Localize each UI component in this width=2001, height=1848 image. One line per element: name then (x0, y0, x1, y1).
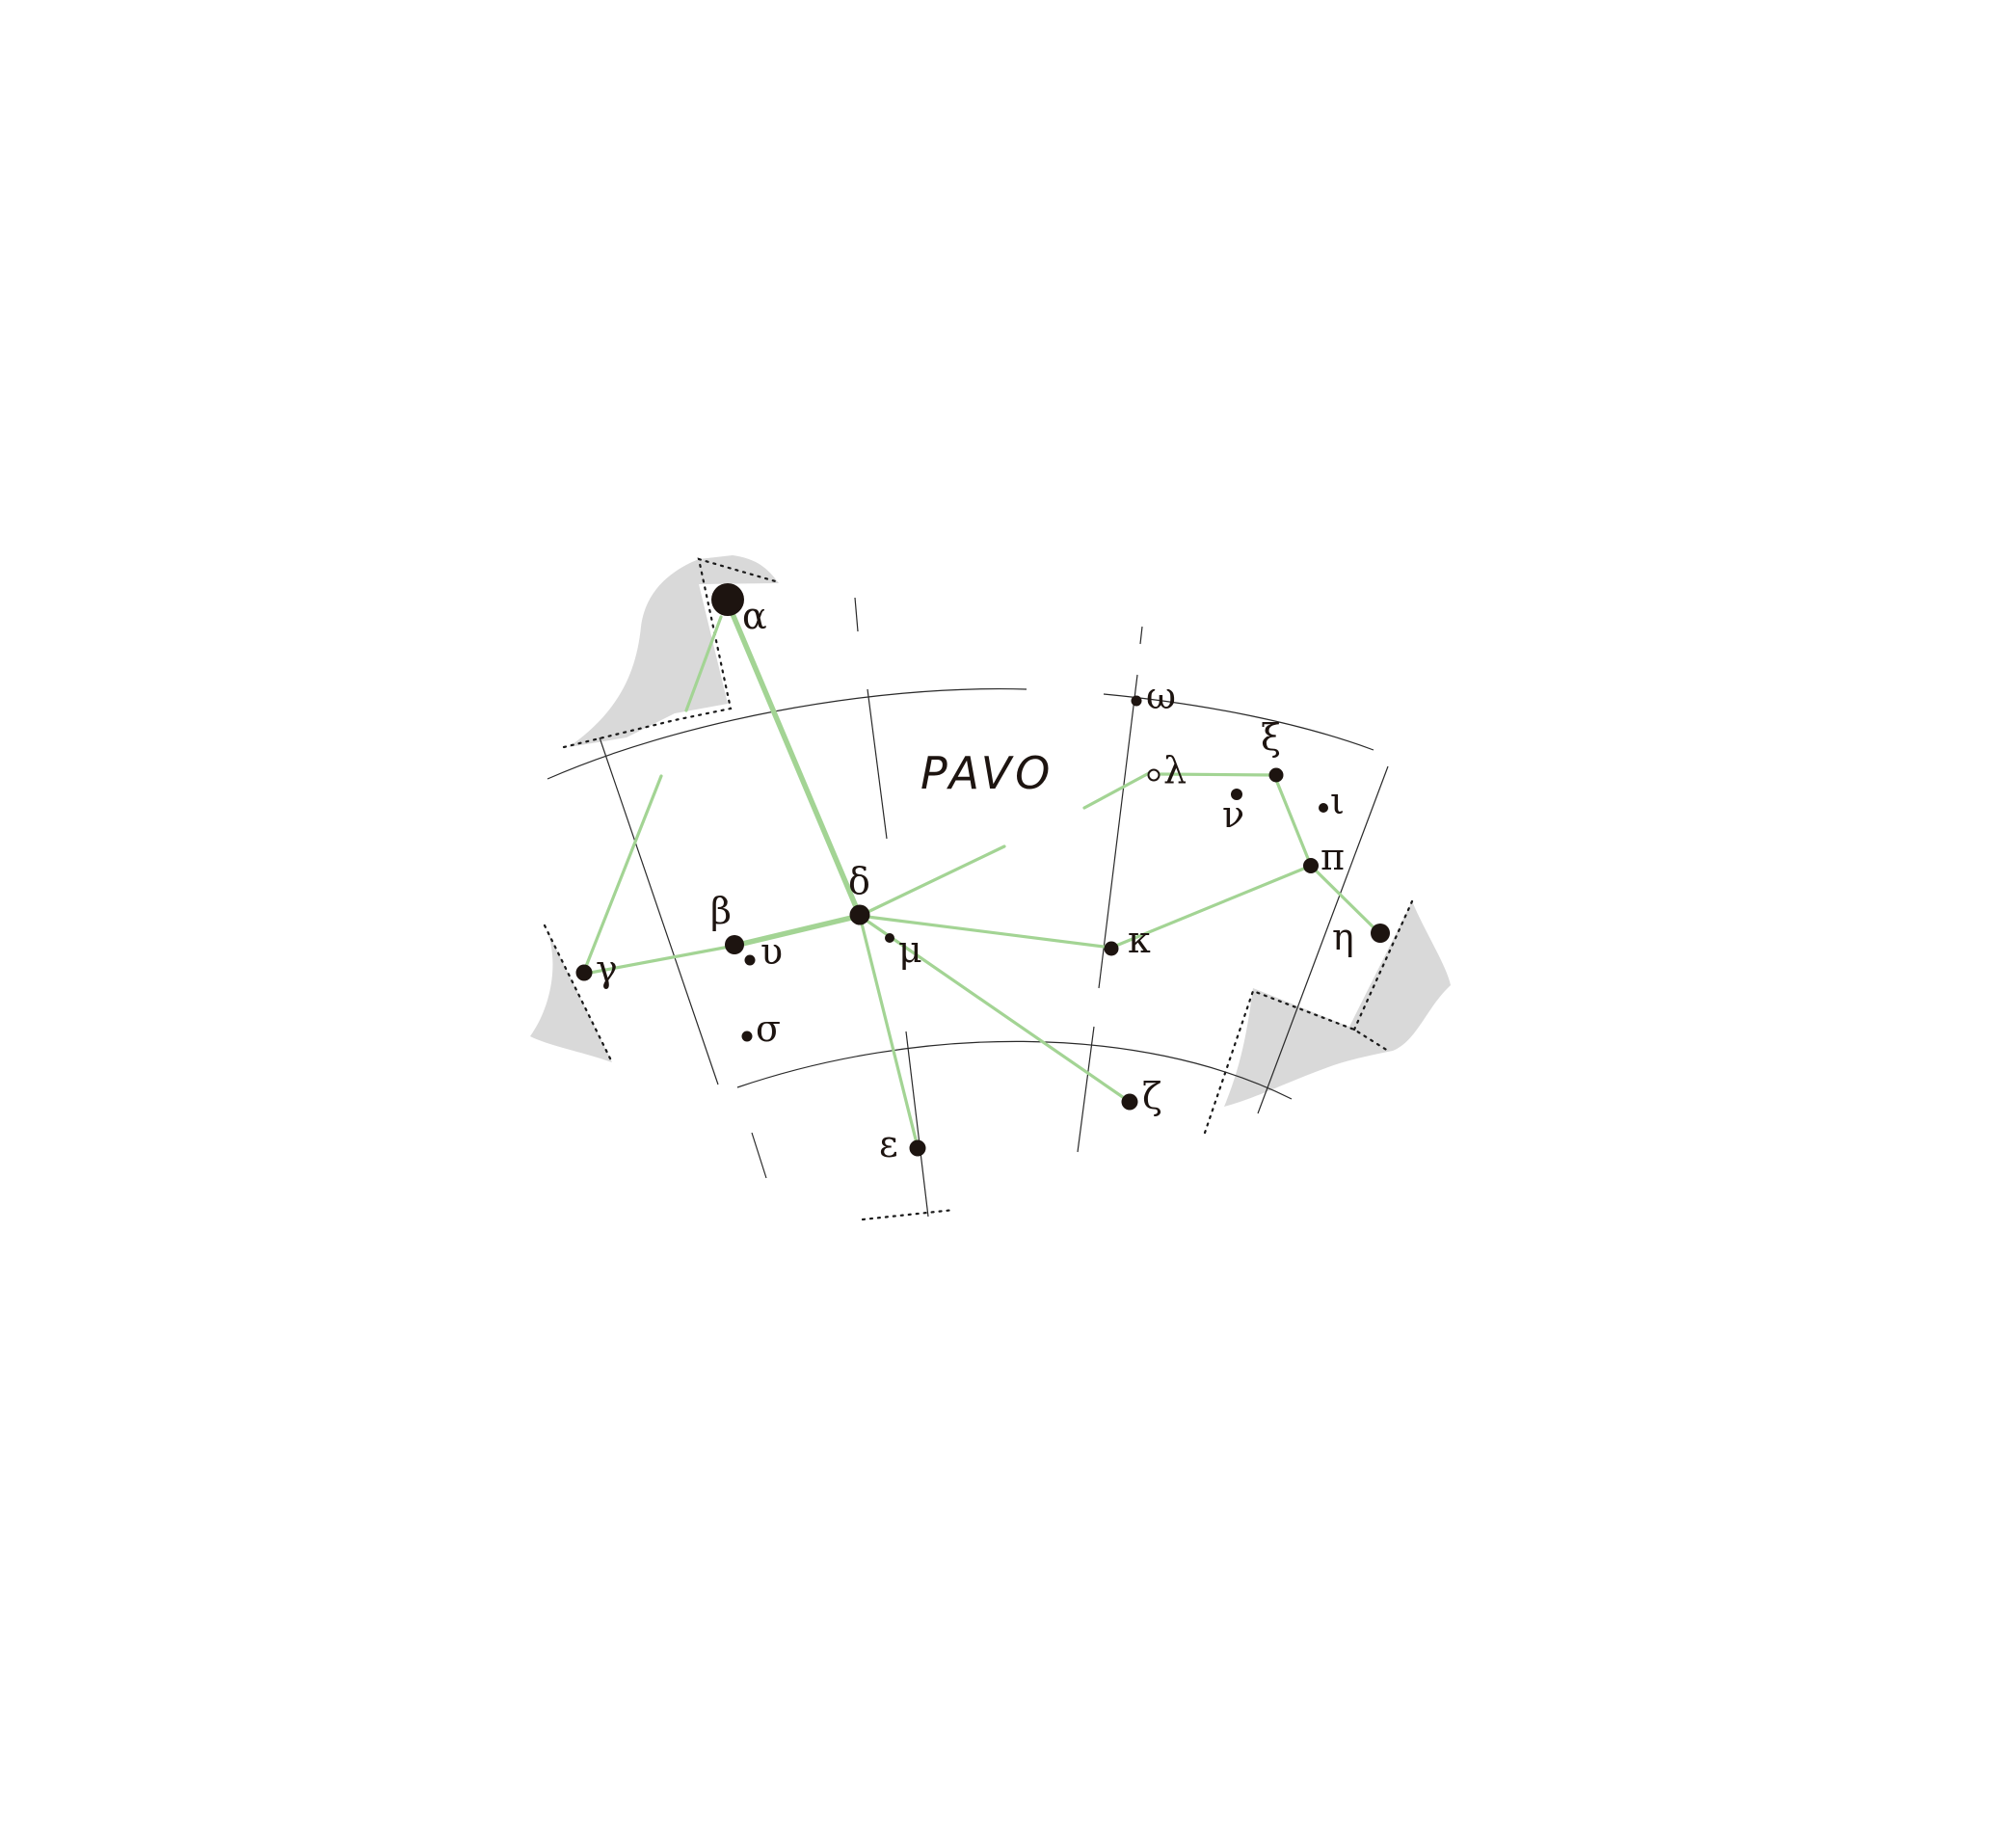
label-sigma: σ (756, 1007, 781, 1050)
line-delta-lambda-a (858, 844, 1006, 918)
line-delta-kappa (858, 914, 1113, 950)
line-delta-epsilon (858, 914, 920, 1149)
star-epsilon (909, 1139, 926, 1157)
label-iota: ι (1330, 780, 1345, 822)
label-epsilon: ε (879, 1123, 898, 1165)
grid-dec-line-upper-right (1103, 693, 1374, 751)
label-delta: δ (848, 860, 870, 902)
star-delta (849, 904, 870, 925)
grid-ra-line-2c (905, 1031, 929, 1218)
line-pi-kappa (1109, 864, 1313, 950)
label-kappa: κ (1128, 919, 1151, 961)
line-alpha-gamma-upper (684, 615, 723, 712)
grid-ra-line-4 (1257, 765, 1389, 1114)
stars (575, 583, 1390, 1157)
star-zeta (1121, 1093, 1138, 1111)
line-pi-eta (1309, 864, 1380, 934)
boundary-top-left (562, 557, 781, 749)
line-lambda-xi (1155, 772, 1276, 777)
grid-ra-line-1b (751, 1132, 767, 1179)
star-alpha (711, 583, 744, 616)
star-labels: α β γ δ ε ζ η ι κ λ μ ν ξ π σ υ ω (596, 595, 1354, 1165)
star-upsilon (744, 954, 756, 966)
grid-ra-line-2b (867, 688, 888, 840)
label-lambda: λ (1163, 749, 1187, 791)
boundary-right-upper (1352, 899, 1414, 1031)
boundary-bottom (861, 1208, 956, 1221)
label-xi: ξ (1261, 716, 1281, 759)
milky-way-right (1224, 901, 1451, 1107)
star-iota (1319, 803, 1328, 813)
star-xi (1268, 767, 1284, 783)
label-beta: β (710, 890, 732, 932)
label-zeta: ζ (1142, 1075, 1162, 1117)
grid-dec-line-lower (736, 1040, 1293, 1100)
star-omega (1131, 695, 1142, 707)
grid-ra-line-1 (599, 737, 719, 1085)
constellation-boundaries (543, 557, 1414, 1221)
star-beta (725, 935, 744, 954)
star-eta (1371, 924, 1390, 943)
grid-ra-line-2 (854, 597, 859, 632)
line-xi-pi (1272, 773, 1313, 868)
constellation-name: PAVO (920, 747, 1054, 799)
star-nu (1231, 789, 1242, 800)
figure-lines (581, 600, 1380, 1149)
milky-way-top-left (569, 555, 779, 747)
grid-ra-line-3c (1077, 1026, 1095, 1153)
star-gamma (575, 964, 593, 981)
label-mu: μ (898, 928, 922, 971)
label-alpha: α (742, 595, 767, 637)
line-gamma-upper (581, 774, 663, 976)
star-lambda (1147, 768, 1161, 782)
milky-way-regions (530, 555, 1451, 1107)
label-nu: ν (1222, 793, 1244, 836)
star-sigma (741, 1031, 753, 1042)
label-eta: η (1332, 916, 1354, 958)
grid-ra-line-3 (1139, 626, 1143, 645)
grid-ra-line-3b (1098, 674, 1138, 989)
boundary-right (1203, 989, 1390, 1135)
boundary-left (543, 924, 614, 1064)
star-pi (1303, 858, 1319, 873)
label-gamma: γ (596, 948, 618, 990)
line-beta-delta (732, 913, 863, 949)
line-delta-zeta (858, 914, 1132, 1104)
label-upsilon: υ (760, 930, 783, 973)
milky-way-left (530, 925, 612, 1062)
star-kappa (1104, 941, 1119, 956)
line-alpha-delta (725, 600, 863, 919)
label-omega: ω (1146, 675, 1176, 717)
line-delta-lambda-b (1082, 771, 1151, 810)
star-mu (885, 933, 894, 943)
label-pi: π (1321, 836, 1345, 878)
coordinate-grid (547, 597, 1389, 1218)
line-gamma-beta (583, 944, 736, 976)
